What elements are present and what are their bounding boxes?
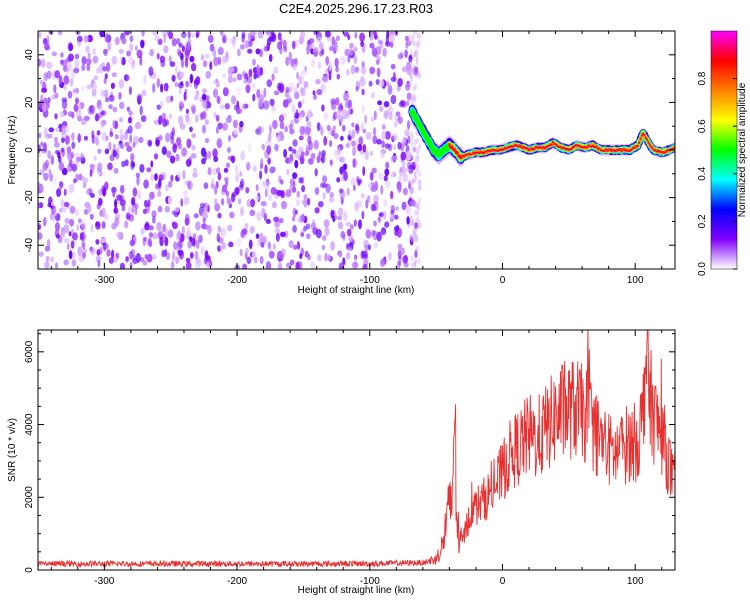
- colorbar-tick-label: 0.6: [697, 119, 708, 133]
- spectrogram-y-tick-label: -40: [24, 238, 35, 253]
- spectrogram-x-tick-label: -200: [227, 275, 247, 286]
- spectrogram-x-tick-label: 100: [627, 275, 644, 286]
- snr-series-line: [38, 330, 675, 569]
- spectrogram-y-axis-label: Frequency (Hz): [7, 116, 18, 185]
- colorbar-axes: 0.0 0.2 0.4 0.6 0.8: [697, 71, 737, 276]
- snr-x-tick-label: 0: [500, 576, 506, 587]
- snr-x-tick-label: -300: [94, 576, 114, 587]
- colorbar-tick-label: 0.8: [697, 71, 708, 85]
- spectrogram-x-tick-label: -100: [360, 275, 380, 286]
- colorbar-label: Normalized spectral amplitude: [737, 82, 748, 217]
- snr-y-tick-label: 6000: [24, 340, 35, 363]
- snr-frame: [37, 329, 676, 571]
- spectrogram-y-tick-label: 20: [24, 96, 35, 108]
- snr-x-tick-label: -200: [227, 576, 247, 587]
- spectrogram-noise-region: [38, 31, 422, 269]
- snr-y-tick-label: 2000: [24, 486, 35, 509]
- spectrogram-y-tick-label: 40: [24, 49, 35, 61]
- figure-title: C2E4.2025.296.17.23.R03: [279, 1, 433, 16]
- colorbar-tick-label: 0.0: [697, 262, 708, 276]
- snr-x-tick-label: 100: [627, 576, 644, 587]
- snr-plot-area: [38, 330, 675, 569]
- snr-x-axis-label: Height of straight line (km): [298, 585, 415, 596]
- spectrogram-y-tick-label: 0: [24, 147, 35, 153]
- snr-y-tick-label: 0: [24, 567, 35, 573]
- spectrogram-x-axis-label: Height of straight line (km): [298, 285, 415, 296]
- snr-y-tick-label: 4000: [24, 413, 35, 436]
- colorbar-tick-label: 0.4: [697, 166, 708, 180]
- spectrogram-y-tick-label: -20: [24, 190, 35, 205]
- snr-x-tick-label: -100: [360, 576, 380, 587]
- snr-y-axis-label: SNR (10 * v/v): [7, 418, 18, 482]
- colorbar: 0.0 0.2 0.4 0.6 0.8 Normalized spectral ampl…: [697, 30, 748, 276]
- colorbar-gradient: [710, 30, 738, 270]
- spectrogram-signal-trace: [408, 101, 675, 168]
- colorbar-tick-label: 0.2: [697, 214, 708, 228]
- spectrogram-plot-area: [38, 31, 675, 269]
- spectrogram-x-tick-label: 0: [500, 275, 506, 286]
- spectrogram-x-tick-label: -300: [94, 275, 114, 286]
